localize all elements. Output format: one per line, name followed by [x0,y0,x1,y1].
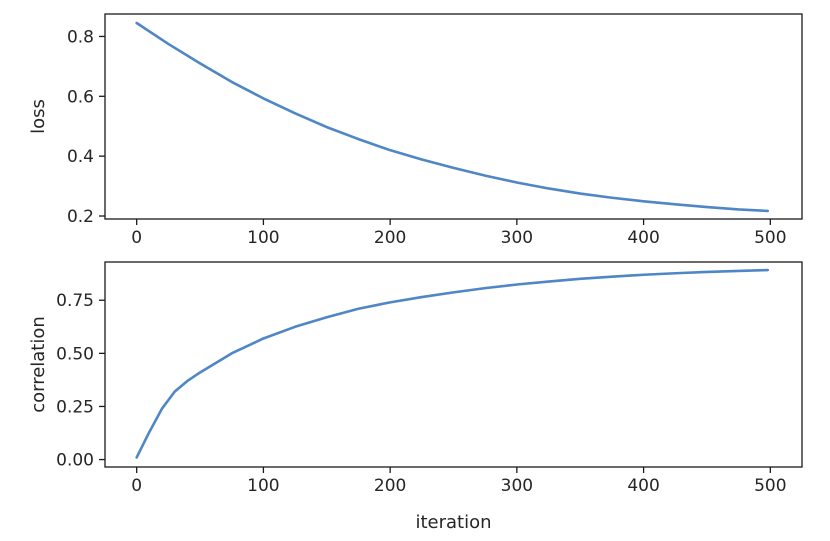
x-tick-label: 300 [501,476,533,496]
x-tick-label: 100 [247,476,279,496]
y-tick-label: 0.00 [56,451,94,471]
y-tick-label: 0.8 [67,27,94,47]
y-tick-label: 0.50 [56,344,94,364]
x-tick-label: 200 [374,228,406,248]
plot-frame [104,261,803,468]
x-tick-label: 0 [131,228,142,248]
y-tick-label: 0.75 [56,291,94,311]
x-tick-label: 0 [131,476,142,496]
x-tick-label: 400 [627,476,659,496]
x-tick-label: 500 [754,228,786,248]
x-tick-label: 200 [374,476,406,496]
subplot-1: 0 100 200 300 400 500 0.2 0.4 0.6 0.8 loss [28,13,803,248]
x-axis-label: iteration [415,512,491,533]
x-tick-label: 500 [754,476,786,496]
x-tick-label: 100 [247,228,279,248]
y-tick-label: 0.6 [67,87,94,107]
series-line-1-1 [135,21,770,213]
x-tick-label: 300 [501,228,533,248]
subplot-2: 0 100 200 300 400 500 0.00 0.25 0.50 0.75 correlat… [28,261,803,533]
y-tick-label: 0.2 [67,207,94,227]
y-tick-label: 0.4 [67,147,94,167]
y-axis-label: correlation [28,316,49,413]
y-tick-label: 0.25 [56,397,94,417]
x-tick-label: 400 [627,228,659,248]
plot-frame [104,13,803,220]
series-line-2-1 [135,268,770,459]
y-axis-label: loss [28,99,49,134]
